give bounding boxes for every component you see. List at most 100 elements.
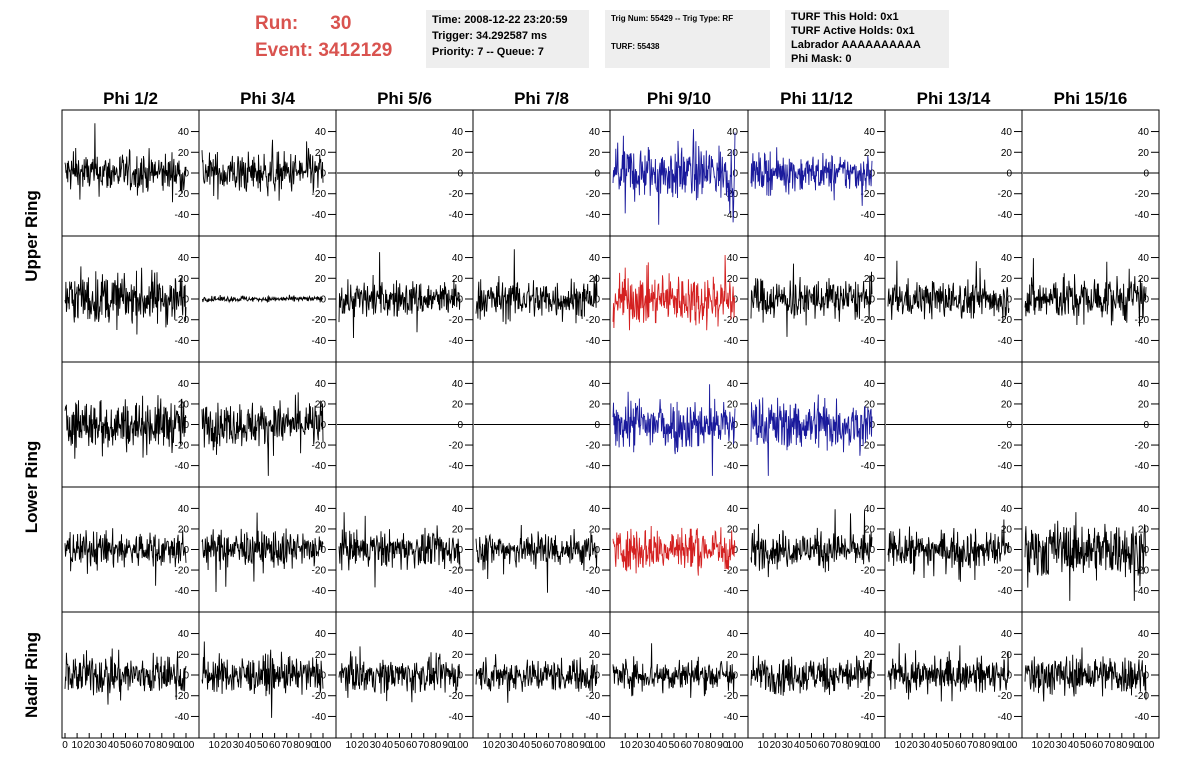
- y-tick-label: -40: [312, 586, 327, 597]
- turf-line: TURF: 55438: [611, 42, 660, 51]
- y-tick-label: 0: [732, 671, 738, 682]
- waveform-trace: [338, 646, 461, 703]
- y-tick-label: 40: [864, 127, 876, 138]
- y-tick-label: 20: [1138, 148, 1150, 159]
- y-tick-label: 20: [452, 148, 464, 159]
- trigger-line: Trigger: 34.292587 ms: [432, 30, 547, 42]
- y-tick-label: 20: [452, 399, 464, 410]
- x-tick-label: 60: [543, 740, 555, 751]
- y-tick-label: 0: [457, 420, 463, 431]
- y-tick-label: -40: [586, 712, 601, 723]
- y-tick-label: 40: [864, 504, 876, 515]
- y-tick-label: 0: [1006, 671, 1012, 682]
- waveform-trace: [887, 260, 1010, 323]
- x-tick-label: 40: [382, 740, 394, 751]
- y-tick-label: 40: [452, 253, 464, 264]
- y-tick-label: 0: [594, 671, 600, 682]
- y-tick-label: 40: [727, 379, 739, 390]
- column-label: Phi 3/4: [240, 89, 295, 108]
- y-tick-label: 0: [183, 671, 189, 682]
- x-tick-label: 60: [1092, 740, 1104, 751]
- x-tick-label: 90: [854, 740, 866, 751]
- waveform-trace: [750, 655, 873, 696]
- y-tick-label: -20: [861, 566, 876, 577]
- y-tick-label: -20: [724, 566, 739, 577]
- y-tick-label: -40: [1135, 461, 1150, 472]
- y-tick-label: -20: [1135, 566, 1150, 577]
- turf-active-line: TURF Active Holds: 0x1: [791, 25, 915, 37]
- x-tick-label: 10: [758, 740, 770, 751]
- y-tick-label: -20: [1135, 441, 1150, 452]
- x-tick-label: 100: [1001, 740, 1018, 751]
- x-tick-label: 10: [1032, 740, 1044, 751]
- y-tick-label: 20: [315, 524, 327, 535]
- waveform-trace: [64, 648, 187, 705]
- y-tick-label: -40: [586, 586, 601, 597]
- y-tick-label: 0: [732, 545, 738, 556]
- y-tick-label: -20: [861, 691, 876, 702]
- y-tick-label: -20: [175, 189, 190, 200]
- y-tick-label: 20: [315, 274, 327, 285]
- x-tick-label: 50: [257, 740, 269, 751]
- x-tick-label: 80: [430, 740, 442, 751]
- run-value: 30: [330, 13, 352, 34]
- y-tick-label: -40: [586, 336, 601, 347]
- y-tick-label: -40: [998, 210, 1013, 221]
- y-tick-label: 40: [1138, 504, 1150, 515]
- waveform-trace: [201, 139, 324, 201]
- y-tick-label: -20: [724, 691, 739, 702]
- y-tick-label: 40: [1138, 629, 1150, 640]
- x-tick-label: 90: [717, 740, 729, 751]
- y-tick-label: 20: [727, 274, 739, 285]
- x-tick-label: 40: [931, 740, 943, 751]
- y-tick-label: 0: [1143, 545, 1149, 556]
- y-tick-label: 20: [727, 399, 739, 410]
- x-tick-label: 50: [394, 740, 406, 751]
- x-tick-label: 80: [1116, 740, 1128, 751]
- x-tick-label: 70: [144, 740, 156, 751]
- x-tick-label: 70: [967, 740, 979, 751]
- y-tick-label: 40: [1138, 379, 1150, 390]
- y-tick-label: 40: [178, 379, 190, 390]
- waveform-trace: [750, 263, 873, 337]
- y-tick-label: -20: [312, 691, 327, 702]
- y-tick-label: -40: [861, 461, 876, 472]
- y-tick-label: 20: [452, 650, 464, 661]
- y-tick-label: 40: [315, 253, 327, 264]
- waveform-trace: [612, 384, 736, 476]
- y-tick-label: 40: [452, 379, 464, 390]
- y-tick-label: 40: [315, 629, 327, 640]
- y-tick-label: 20: [727, 650, 739, 661]
- y-tick-label: -40: [724, 712, 739, 723]
- event-value: 3412129: [318, 40, 393, 61]
- y-tick-label: 20: [315, 148, 327, 159]
- y-tick-label: -20: [998, 441, 1013, 452]
- y-tick-label: -20: [586, 441, 601, 452]
- x-tick-label: 80: [979, 740, 991, 751]
- y-tick-label: 40: [1138, 127, 1150, 138]
- y-tick-label: 40: [315, 127, 327, 138]
- y-tick-label: 0: [320, 545, 326, 556]
- waveform-trace: [64, 266, 187, 335]
- waveform-trace: [475, 524, 598, 593]
- x-tick-label: 90: [442, 740, 454, 751]
- y-tick-label: -40: [861, 210, 876, 221]
- x-tick-label: 90: [305, 740, 317, 751]
- waveform-trace: [64, 395, 187, 459]
- y-tick-label: 0: [869, 295, 875, 306]
- y-tick-label: 40: [589, 504, 601, 515]
- y-tick-label: 20: [1138, 399, 1150, 410]
- y-tick-label: 20: [1001, 148, 1013, 159]
- run-event-box: Run: 30 Event: 3412129: [255, 10, 392, 64]
- y-tick-label: -20: [312, 441, 327, 452]
- y-tick-label: 20: [589, 650, 601, 661]
- column-label: Phi 11/12: [780, 89, 853, 108]
- waveform-trace: [750, 394, 873, 476]
- column-label: Phi 9/10: [647, 89, 711, 108]
- y-tick-label: 20: [1001, 650, 1013, 661]
- column-label: Phi 7/8: [514, 89, 569, 108]
- y-tick-label: 0: [457, 169, 463, 180]
- waveform-trace: [201, 294, 324, 304]
- y-tick-label: 0: [320, 420, 326, 431]
- waveform-trace: [750, 509, 873, 578]
